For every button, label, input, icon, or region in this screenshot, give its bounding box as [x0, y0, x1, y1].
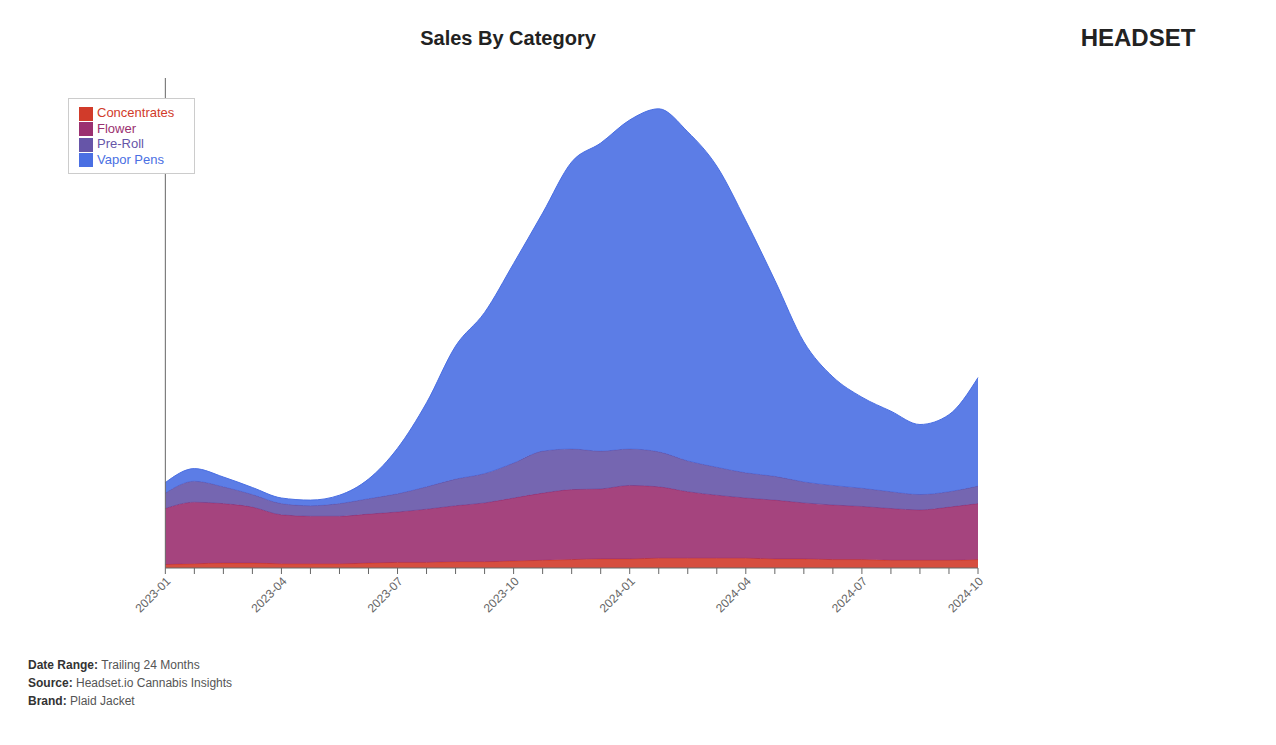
html-text:Flower: Flower	[97, 120, 136, 136]
html-text:Sales By Category: Sales By Category	[420, 26, 596, 49]
svg-text:2024-01: 2024-01	[597, 574, 638, 615]
html-text:Vapor Pens: Vapor Pens	[97, 151, 164, 167]
svg-text:2024-04: 2024-04	[713, 574, 754, 615]
html-text:Brand: Plaid Jacket: Brand: Plaid Jacket	[28, 694, 135, 708]
svg-text:2024-07: 2024-07	[829, 574, 870, 615]
html-text:Concentrates: Concentrates	[97, 105, 175, 120]
svg-text:2024-10: 2024-10	[945, 574, 986, 615]
html-text:Pre-Roll: Pre-Roll	[97, 136, 144, 152]
svg-text:2023-04: 2023-04	[249, 574, 290, 615]
svg-text:2023-01: 2023-01	[132, 574, 173, 615]
svg-text:2023-10: 2023-10	[481, 574, 522, 615]
svg-text:2023-07: 2023-07	[365, 574, 406, 615]
html-text:Source: Headset.io Cannabis In: Source: Headset.io Cannabis Insights	[28, 676, 233, 690]
html-text:Date Range: Trailing 24 Months: Date Range: Trailing 24 Months	[28, 658, 200, 672]
html-text:HEADSET: HEADSET	[1080, 24, 1196, 51]
